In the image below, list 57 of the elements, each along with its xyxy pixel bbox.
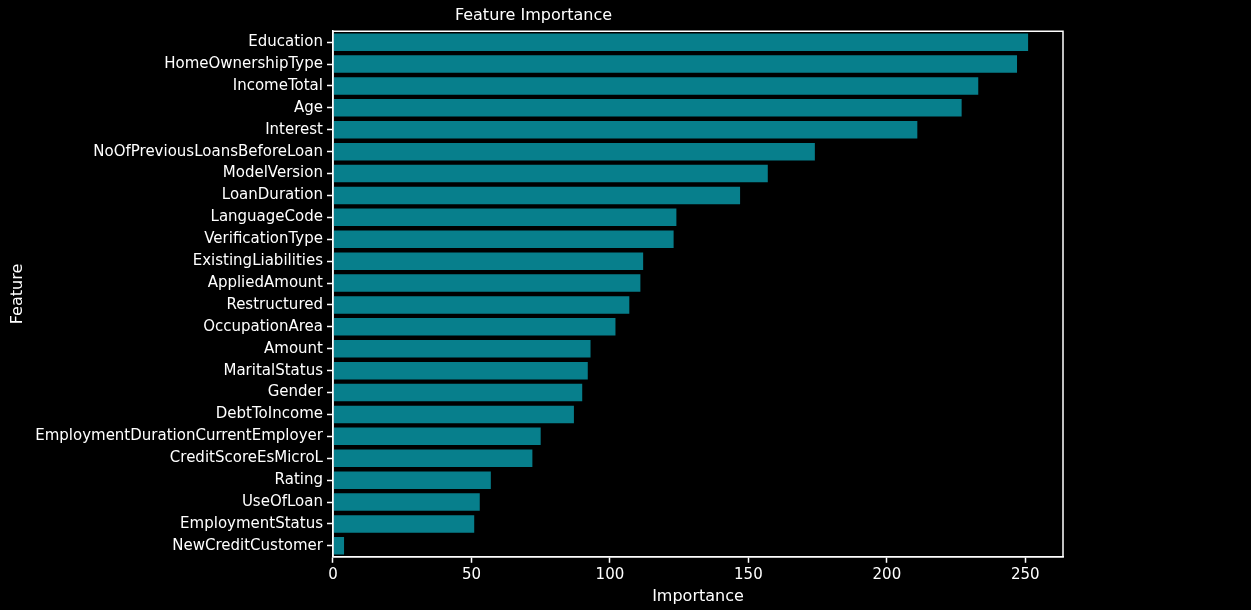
y-tick-label: NoOfPreviousLoansBeforeLoan bbox=[93, 141, 323, 160]
x-tick-label: 150 bbox=[734, 564, 763, 583]
y-tick-label: OccupationArea bbox=[203, 316, 323, 335]
bar bbox=[333, 296, 630, 314]
x-tick-label: 250 bbox=[1011, 564, 1040, 583]
y-tick-label: Education bbox=[248, 32, 323, 51]
x-axis-title: Importance bbox=[652, 585, 744, 605]
bar bbox=[333, 230, 674, 249]
bar bbox=[333, 427, 541, 446]
bar bbox=[333, 252, 644, 270]
bar bbox=[333, 515, 475, 533]
y-axis-title: Feature bbox=[6, 263, 26, 325]
bar bbox=[333, 164, 768, 183]
bar bbox=[333, 33, 1029, 51]
y-tick-label: CreditScoreEsMicroL bbox=[169, 448, 324, 467]
bar bbox=[333, 449, 533, 468]
bar bbox=[333, 339, 591, 358]
x-tick-label: 50 bbox=[461, 564, 481, 583]
y-tick-label: MaritalStatus bbox=[223, 360, 324, 379]
bar bbox=[333, 186, 741, 205]
bar bbox=[333, 361, 588, 380]
bar bbox=[333, 120, 918, 139]
y-tick-label: IncomeTotal bbox=[232, 75, 323, 94]
y-tick-label: Age bbox=[293, 97, 323, 116]
bar bbox=[333, 493, 480, 511]
y-tick-label: VerificationType bbox=[204, 229, 323, 248]
y-tick-label: Restructured bbox=[226, 294, 323, 313]
x-tick-label: 0 bbox=[328, 564, 338, 583]
bar bbox=[333, 77, 979, 95]
bar bbox=[333, 471, 491, 489]
y-tick-label: EmploymentStatus bbox=[180, 513, 324, 532]
y-tick-label: Gender bbox=[267, 382, 324, 401]
y-tick-label: ModelVersion bbox=[222, 163, 323, 182]
bar bbox=[333, 208, 677, 227]
bar bbox=[333, 405, 574, 424]
y-tick-label: LoanDuration bbox=[221, 185, 323, 204]
y-tick-label: DebtToIncome bbox=[215, 404, 323, 423]
y-tick-label: AppliedAmount bbox=[207, 272, 324, 291]
y-tick-label: UseOfLoan bbox=[241, 491, 323, 510]
y-tick-label: ExistingLiabilities bbox=[192, 251, 324, 270]
bar bbox=[333, 383, 583, 402]
y-tick-label: Amount bbox=[264, 338, 324, 357]
y-tick-label: NewCreditCustomer bbox=[172, 535, 324, 554]
bar bbox=[333, 55, 1018, 73]
bar bbox=[333, 99, 962, 117]
y-tick-label: HomeOwnershipType bbox=[164, 53, 323, 72]
chart-title: Feature Importance bbox=[454, 4, 613, 24]
y-tick-label: Interest bbox=[265, 119, 324, 138]
y-tick-label: EmploymentDurationCurrentEmployer bbox=[35, 426, 324, 445]
bar bbox=[333, 537, 345, 555]
bar bbox=[333, 274, 641, 292]
x-tick-label: 100 bbox=[595, 564, 625, 583]
y-tick-label: LanguageCode bbox=[210, 207, 323, 226]
y-tick-label: Rating bbox=[274, 470, 323, 489]
bar bbox=[333, 142, 815, 161]
bar bbox=[333, 318, 616, 336]
x-tick-label: 200 bbox=[872, 564, 902, 583]
